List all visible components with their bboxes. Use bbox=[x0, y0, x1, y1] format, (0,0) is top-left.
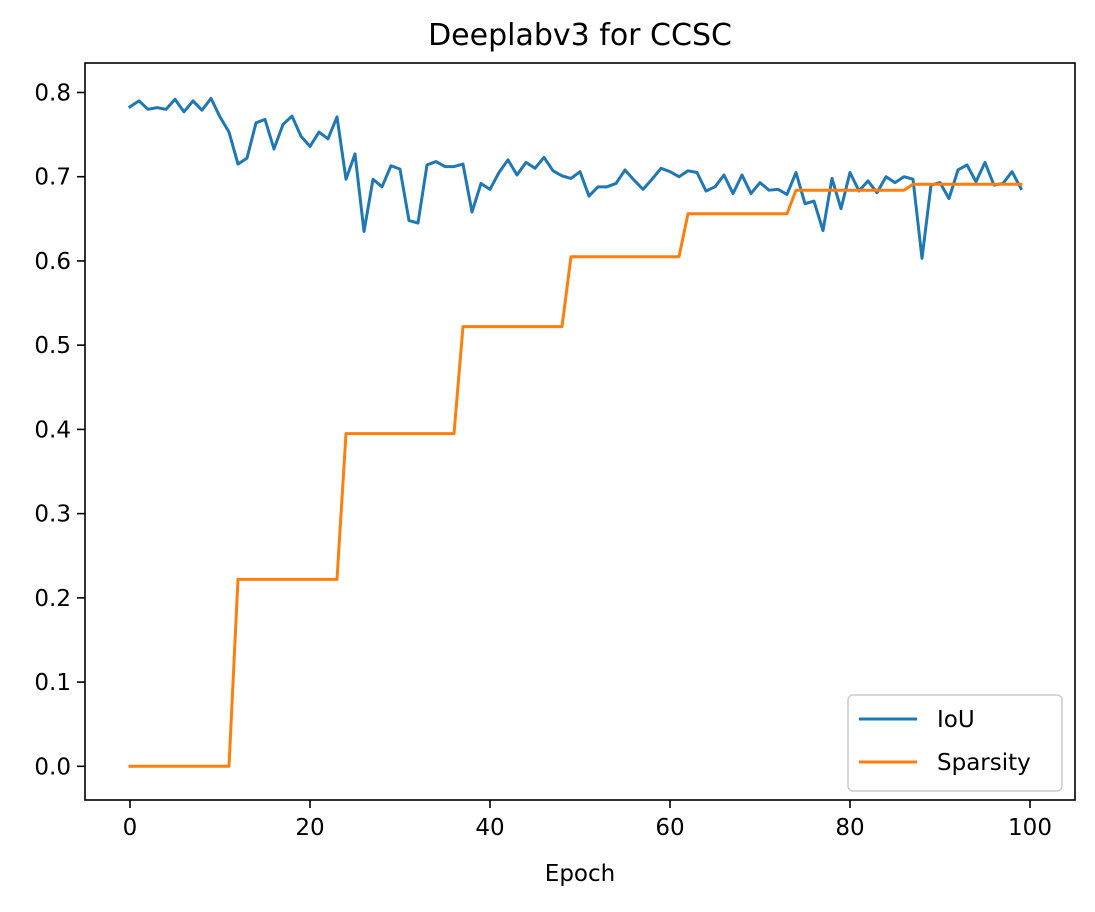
series-layer bbox=[127, 96, 1024, 768]
y-tick-label: 0.2 bbox=[34, 586, 71, 612]
legend-label-sparsity: Sparsity bbox=[937, 750, 1031, 776]
x-tick-label: 60 bbox=[655, 815, 684, 841]
x-axis-label: Epoch bbox=[545, 861, 615, 887]
series-line-sparsity bbox=[128, 182, 1023, 768]
y-tick-label: 0.8 bbox=[34, 80, 71, 106]
y-tick-label: 0.7 bbox=[34, 165, 71, 191]
x-tick-label: 20 bbox=[295, 815, 324, 841]
x-tick-label: 80 bbox=[835, 815, 864, 841]
x-tick-label: 0 bbox=[123, 815, 138, 841]
y-axis-ticks: 0.0 0.1 0.2 0.3 0.4 0.5 0.6 0.7 0.8 bbox=[34, 80, 85, 780]
x-axis-ticks: 0 20 40 60 80 100 bbox=[123, 800, 1052, 841]
x-tick-label: 100 bbox=[1008, 815, 1052, 841]
plot-frame bbox=[84, 62, 1076, 801]
chart-title: Deeplabv3 for CCSC bbox=[428, 18, 732, 53]
y-tick-label: 0.5 bbox=[34, 333, 71, 359]
legend-label-iou: IoU bbox=[937, 707, 975, 733]
y-tick-label: 0.6 bbox=[34, 249, 71, 275]
series-line-iou bbox=[127, 96, 1024, 260]
y-tick-label: 0.0 bbox=[34, 754, 71, 780]
y-tick-label: 0.4 bbox=[34, 417, 71, 443]
y-tick-label: 0.1 bbox=[34, 670, 71, 696]
legend: IoU Sparsity bbox=[847, 694, 1063, 792]
x-tick-label: 40 bbox=[475, 815, 504, 841]
y-tick-label: 0.3 bbox=[34, 502, 71, 528]
